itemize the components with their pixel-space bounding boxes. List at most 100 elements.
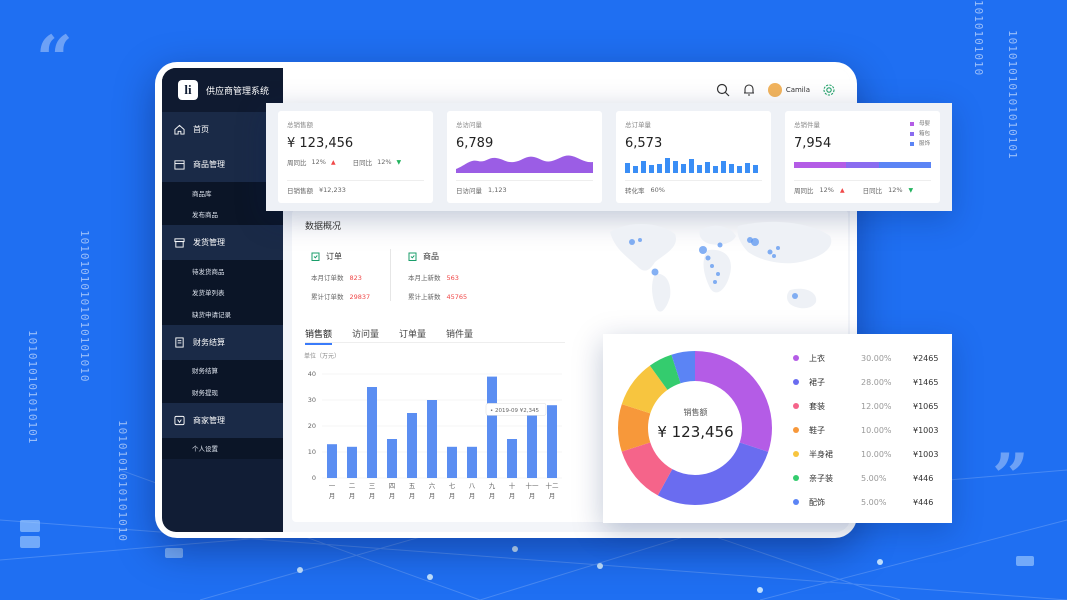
sidebar-subitem-stockout-records[interactable]: 缺货申请记录 [162, 303, 283, 325]
category-donut-card: 销售额 ¥ 123,456 上衣 30.00% ¥2465 裙子 28.00% ¥1465… [603, 334, 952, 523]
bar [467, 446, 477, 478]
wow-label: 周同比 [794, 187, 814, 195]
kpi-compare: 周同比 12% ▲ 日同比 12% ▼ [794, 185, 913, 195]
avatar [767, 83, 782, 97]
sales-donut-chart [618, 351, 772, 505]
donut-title: 销售额 [683, 408, 708, 417]
wow-label: 周同比 [287, 159, 307, 167]
tab-visits[interactable]: 访问量 [352, 330, 380, 340]
x-tick-label: 月 [369, 492, 376, 500]
legend-name: 套装 [809, 401, 825, 411]
x-tick-label: 三 [369, 482, 376, 490]
footer-label: 日销售额 [287, 187, 313, 195]
dod-label: 日同比 [352, 159, 373, 167]
search-icon[interactable] [716, 83, 730, 97]
kpi-card-orders[interactable]: 总订单量 6,573 转化率 60% [616, 111, 771, 203]
sidebar-subitem-shipment-list[interactable]: 发货单列表 [162, 281, 283, 303]
sidebar-subitem-publish-product[interactable]: 发布商品 [162, 203, 283, 225]
legend-name: 半身裙 [809, 449, 833, 459]
quote-open-icon: “ [36, 22, 73, 97]
sidebar: li 供应商管理系统 首页 商品管理 商品库 发布商品 发货管理 待发货商品 发… [162, 68, 283, 532]
x-tick-label: 月 [549, 492, 556, 500]
sidebar-subitem-finance-withdraw[interactable]: 财务提现 [162, 381, 283, 403]
x-tick-label: 一 [329, 482, 336, 490]
kpi-label: 总销售额 [287, 121, 313, 129]
kpi-card-items-sold[interactable]: 总销件量 7,954 母婴 箱包 服饰 周同比 12% ▲ 日同比 12% ▼ [785, 111, 940, 203]
sidebar-subitem-product-library[interactable]: 商品库 [162, 182, 283, 204]
y-tick-label: 10 [308, 448, 316, 456]
x-tick-label: 七 [449, 481, 456, 490]
binary-strip: 101010101010101 [26, 330, 39, 445]
dod-label: 日同比 [862, 187, 883, 195]
quote-close-icon: ” [992, 440, 1029, 515]
tooltip-text: • 2019-09 ¥2,345 [490, 408, 539, 414]
y-tick-label: 0 [312, 474, 316, 482]
tab-underline [305, 342, 565, 343]
orders-overview: 订单 本月订单数 823 累计订单数 29837 [311, 251, 370, 310]
tab-sales[interactable]: 销售额 [305, 327, 333, 345]
kpi-compare: 周同比 12% ▲ 日同比 12% ▼ [287, 157, 424, 167]
legend-name: 鞋子 [809, 425, 825, 435]
products-title: 商品 [423, 252, 439, 261]
sidebar-subitem-personal-settings[interactable]: 个人设置 [162, 437, 283, 459]
dod-value: 12% [888, 186, 903, 194]
legend-name: 上衣 [809, 353, 825, 363]
legend-item: 半身裙 10.00% ¥1003 [793, 442, 943, 466]
donut-slice [618, 351, 772, 505]
x-tick-label: 八 [469, 482, 476, 490]
y-tick-label: 40 [308, 370, 316, 378]
progress-segment [794, 162, 847, 168]
legend-dot [793, 427, 799, 433]
orders-header: 订单 [311, 251, 370, 262]
binary-strip: 1010101010101010 [116, 420, 129, 542]
stat-row: 本月订单数 823 [311, 272, 370, 282]
binary-strip: 1010101010 [972, 0, 985, 77]
legend-dot [793, 403, 799, 409]
products-overview: 商品 本月上新数 563 累计上新数 45765 [408, 251, 467, 310]
clipboard-icon [311, 252, 320, 261]
sidebar-item-home[interactable]: 首页 [162, 112, 283, 147]
sidebar-subitem-finance-settlement[interactable]: 财务结算 [162, 359, 283, 381]
legend-name: 裙子 [809, 377, 825, 387]
bar [427, 400, 437, 478]
kpi-footer: 日销售额 ¥12,233 [287, 185, 346, 195]
sidebar-item-products[interactable]: 商品管理 [162, 147, 283, 182]
legend-dot [793, 475, 799, 481]
legend-percent: 10.00% [861, 449, 892, 459]
stat-label: 累计上新数 [408, 293, 441, 301]
sidebar-item-finance[interactable]: 财务结算 [162, 324, 283, 360]
footer-value: 60% [650, 186, 665, 194]
legend-label: 箱包 [918, 131, 930, 137]
kpi-card-sales[interactable]: 总销售额 ¥ 123,456 周同比 12% ▲ 日同比 12% ▼ 日销售额 ¥12,2… [278, 111, 433, 203]
stacked-progress-bar [794, 162, 931, 168]
chart-tabs: 销售额 访问量 订单量 销件量 [305, 327, 473, 345]
legend-item: 套装 12.00% ¥1065 [793, 394, 943, 418]
legend-dot [793, 499, 799, 505]
tab-items-sold[interactable]: 销件量 [446, 330, 474, 340]
bar [527, 405, 537, 478]
trend-up-icon: ▲ [330, 158, 336, 166]
sidebar-subitem-pending-shipment[interactable]: 待发货商品 [162, 260, 283, 282]
legend-percent: 28.00% [861, 377, 892, 387]
kpi-value: 7,954 [794, 136, 832, 151]
settings-gear-icon[interactable] [822, 83, 836, 97]
app-header[interactable]: li 供应商管理系统 [162, 68, 283, 112]
kpi-label: 总访问量 [456, 121, 482, 129]
kpi-footer: 日访问量 1,123 [456, 185, 507, 195]
x-tick-label: 六 [429, 481, 436, 490]
footer-value: 1,123 [488, 186, 507, 194]
y-axis-unit: 单位（万元） [304, 352, 340, 360]
sidebar-item-shipping[interactable]: 发货管理 [162, 225, 283, 260]
user-menu[interactable]: Camila [767, 83, 810, 97]
stat-label: 累计订单数 [311, 293, 344, 301]
tab-orders[interactable]: 订单量 [399, 330, 427, 340]
legend-amount: ¥1065 [913, 401, 939, 411]
sidebar-item-merchant[interactable]: 商家管理 [162, 402, 283, 438]
binary-strip: 10101010101010101 [1006, 30, 1019, 160]
sidebar-item-label: 发货管理 [193, 238, 225, 247]
kpi-card-visits[interactable]: 总访问量 6,789 日访问量 1,123 [447, 111, 602, 203]
divider [456, 180, 593, 181]
bell-icon[interactable] [742, 83, 756, 97]
progress-segment [846, 162, 879, 168]
legend-amount: ¥446 [913, 473, 934, 483]
